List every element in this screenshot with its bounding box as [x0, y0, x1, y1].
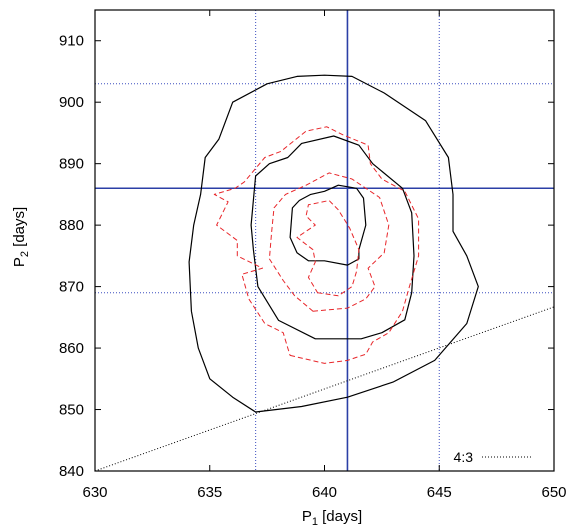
x-axis-label: P1 [days] — [302, 508, 362, 527]
contour-solid-outer — [188, 74, 479, 413]
contour-solid-inner — [289, 184, 367, 266]
ticks-layer: 630 635 640 645 650 840 850 860 870 880 890 900 910 — [59, 10, 567, 501]
x-tick-label-635: 635 — [197, 484, 222, 501]
contour-solid-middle — [250, 135, 415, 340]
contour-series-layer — [188, 74, 479, 413]
contour-dashed-outer — [213, 126, 420, 364]
y-axis-label-main: P — [11, 257, 28, 267]
y-tick-label-890: 890 — [59, 156, 84, 173]
legend: 4:3 — [454, 449, 533, 465]
x-tick-label-630: 630 — [82, 484, 107, 501]
reference-lines-layer — [94, 10, 555, 472]
resonance-line — [94, 306, 555, 472]
y-tick-label-870: 870 — [59, 279, 84, 296]
y-axis-label: P2 [days] — [11, 207, 31, 267]
contour-dashed-middle — [268, 172, 390, 312]
x-tick-label-645: 645 — [427, 484, 452, 501]
x-axis-label-rest: [days] — [318, 508, 362, 525]
y-tick-label-910: 910 — [59, 33, 84, 50]
y-tick-label-840: 840 — [59, 463, 84, 480]
y-axis-label-rest: [days] — [11, 207, 28, 251]
legend-label-resonance: 4:3 — [454, 449, 474, 465]
x-axis-label-main: P — [302, 508, 312, 525]
y-tick-label-900: 900 — [59, 94, 84, 111]
y-axis-label-sub: 2 — [19, 251, 31, 257]
contour-dashed-inner — [296, 200, 360, 297]
y-tick-label-880: 880 — [59, 217, 84, 234]
x-axis-label-sub: 1 — [312, 516, 318, 527]
y-tick-label-850: 850 — [59, 402, 84, 419]
y-tick-label-860: 860 — [59, 340, 84, 357]
x-tick-label-650: 650 — [541, 484, 566, 501]
x-tick-label-640: 640 — [312, 484, 337, 501]
